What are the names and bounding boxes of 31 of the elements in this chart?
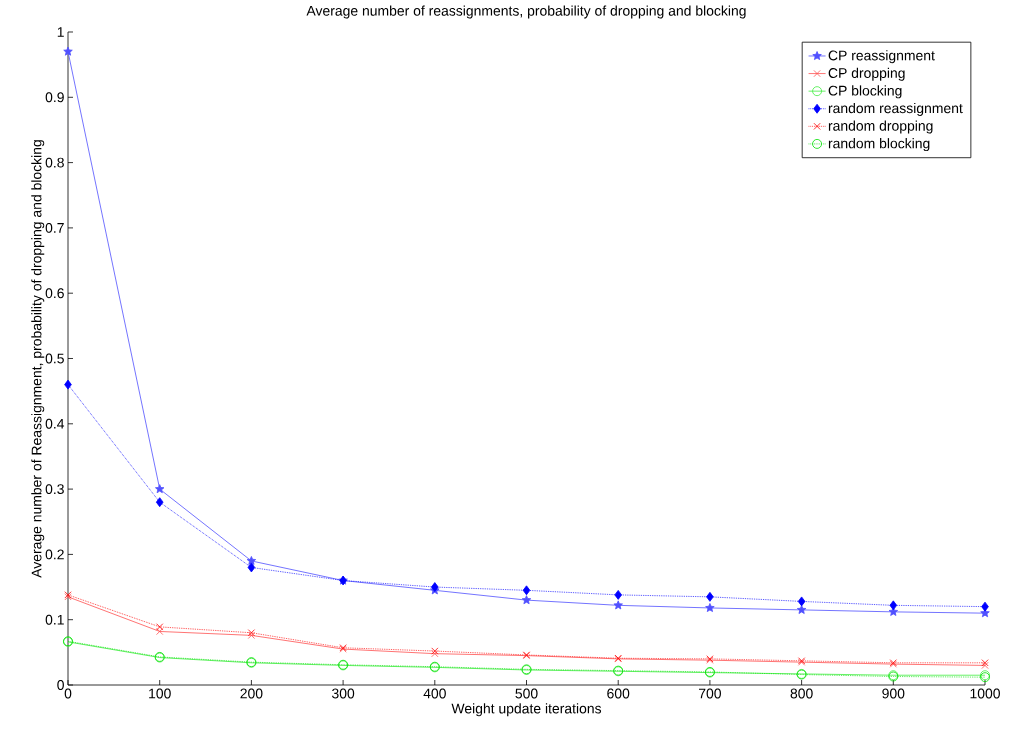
x-tick-label: 1000 xyxy=(970,688,1000,699)
x-tick-label: 200 xyxy=(240,688,263,699)
x-tick-label: 0 xyxy=(64,688,72,699)
legend-label: random dropping xyxy=(828,120,933,134)
y-axis-title: Average number of Reassignment, probability of dropping and blocking xyxy=(31,140,45,578)
y-tick-label: 0.8 xyxy=(45,157,64,168)
x-axis-title: Weight update iterations xyxy=(451,703,602,717)
x-tick-label: 400 xyxy=(423,688,446,699)
legend-label: random reassignment xyxy=(828,102,963,116)
y-tick-label: 0.3 xyxy=(45,484,64,495)
x-tick-label: 300 xyxy=(332,688,355,699)
y-tick-label: 0.1 xyxy=(45,614,64,625)
y-tick-label: 0.4 xyxy=(45,418,65,429)
y-tick-label: 0 xyxy=(57,680,64,690)
y-tick-label: 1 xyxy=(57,27,64,37)
y-tick-label: 0.2 xyxy=(45,549,64,560)
x-tick-label: 800 xyxy=(790,688,813,699)
x-tick-label: 900 xyxy=(882,688,905,699)
x-tick-label: 100 xyxy=(149,688,171,699)
legend-label: random blocking xyxy=(828,138,930,152)
y-tick-label: 0.5 xyxy=(45,353,64,364)
y-tick-label: 0.6 xyxy=(45,288,64,299)
x-tick-label: 700 xyxy=(698,688,721,699)
legend-label: CP dropping xyxy=(828,67,905,81)
y-tick-label: 0.7 xyxy=(45,222,64,233)
legend-label: CP blocking xyxy=(828,85,902,99)
x-tick-label: 600 xyxy=(607,688,630,699)
legend-label: CP reassignment xyxy=(828,50,935,64)
x-tick-label: 500 xyxy=(515,688,538,699)
y-tick-label: 0.9 xyxy=(45,92,64,103)
chart-title: Average number of reassignments, probability of dropping and blocking xyxy=(306,5,746,19)
